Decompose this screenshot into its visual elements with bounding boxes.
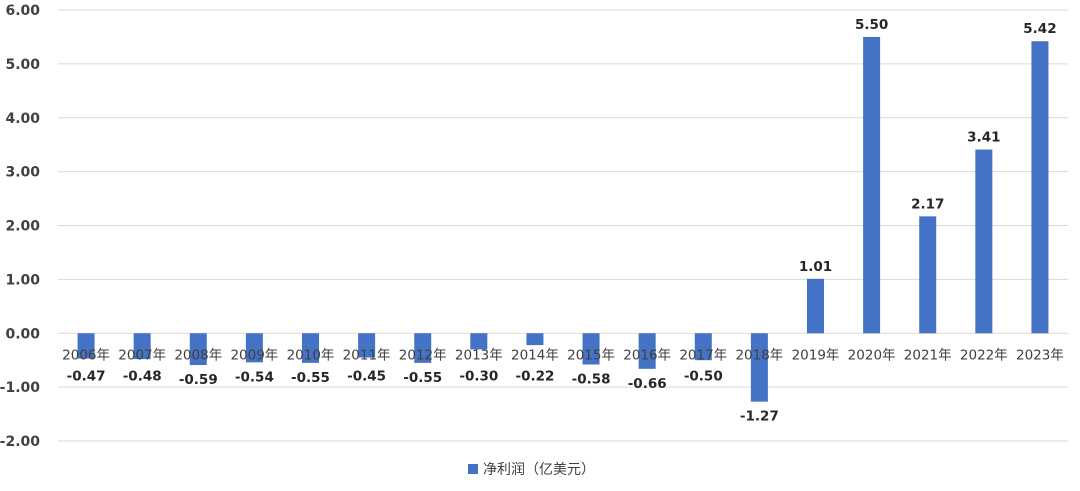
bar: [358, 333, 376, 358]
y-tick-label: -1.00: [0, 380, 40, 396]
y-tick-label: -2.00: [0, 434, 40, 450]
data-label: -0.30: [459, 368, 498, 384]
data-label: -0.22: [515, 368, 554, 384]
data-label: -0.54: [235, 369, 274, 385]
bar: [919, 216, 937, 334]
x-category-label: 2007年: [118, 347, 166, 363]
y-axis-ticks: 6.00 5.00 4.00 3.00 2.00 1.00 0.00 -1.00 -2.00: [0, 3, 40, 450]
y-tick-label: 5.00: [5, 57, 40, 73]
legend-label: 净利润（亿美元）: [483, 462, 595, 478]
data-label: 5.42: [1023, 21, 1056, 37]
data-label: 1.01: [799, 259, 832, 275]
data-label: -0.50: [684, 368, 723, 384]
data-label: -0.66: [628, 376, 667, 392]
data-label: 3.41: [967, 130, 1000, 146]
data-label: -0.55: [291, 370, 330, 386]
bar: [1031, 41, 1049, 334]
data-label: -0.55: [403, 370, 442, 386]
y-tick-label: 4.00: [5, 111, 40, 127]
data-label: -0.47: [67, 368, 106, 384]
bar: [582, 333, 600, 365]
bar: [526, 333, 544, 346]
data-label: -0.45: [347, 368, 386, 384]
bar: [975, 149, 993, 334]
x-category-label: 2015年: [567, 347, 615, 363]
data-label: -0.58: [572, 371, 611, 387]
x-category-label: 2013年: [455, 347, 503, 363]
x-category-label: 2008年: [174, 347, 222, 363]
x-category-label: 2020年: [848, 347, 896, 363]
bar: [470, 333, 488, 350]
x-category-label: 2017年: [679, 347, 727, 363]
legend: 净利润（亿美元）: [468, 462, 595, 478]
bar: [638, 333, 656, 369]
bar: [694, 333, 712, 361]
bar: [807, 278, 824, 334]
y-tick-label: 3.00: [5, 165, 40, 181]
x-category-label: 2021年: [904, 347, 952, 363]
y-tick-label: 1.00: [5, 272, 40, 288]
x-category-label: 2019年: [792, 347, 840, 363]
x-category-label: 2010年: [287, 347, 335, 363]
x-category-label: 2022年: [960, 347, 1008, 363]
y-tick-label: 6.00: [5, 3, 40, 19]
bar: [302, 333, 319, 363]
y-tick-label: 2.00: [5, 219, 40, 235]
bar: [77, 333, 95, 359]
data-label: -0.59: [179, 372, 218, 388]
bar: [133, 333, 151, 360]
data-label: 5.50: [855, 17, 888, 33]
data-label: -0.48: [123, 368, 162, 384]
x-axis-labels: 2006年 2007年 2008年 2009年 2010年 2011年 2012年 2013年…: [62, 347, 1064, 363]
data-label: 2.17: [911, 196, 944, 212]
legend-swatch: [468, 464, 478, 474]
x-category-label: 2023年: [1016, 347, 1064, 363]
bar: [189, 333, 207, 366]
x-category-label: 2006年: [62, 347, 110, 363]
x-category-label: 2018年: [735, 347, 783, 363]
x-category-label: 2016年: [623, 347, 671, 363]
bars: [77, 36, 1049, 402]
gridlines: [58, 9, 1068, 442]
data-labels: -0.47 -0.48 -0.59 -0.54 -0.55 -0.45 -0.55 -0.30…: [67, 17, 1057, 425]
data-label: -1.27: [740, 409, 779, 425]
x-category-label: 2012年: [399, 347, 447, 363]
y-tick-label: 0.00: [5, 326, 40, 342]
bar: [245, 333, 263, 363]
x-category-label: 2014年: [511, 347, 559, 363]
x-category-label: 2011年: [343, 347, 391, 363]
x-category-label: 2009年: [230, 347, 278, 363]
bar: [414, 333, 432, 363]
bar: [863, 36, 881, 334]
bar: [750, 333, 768, 402]
